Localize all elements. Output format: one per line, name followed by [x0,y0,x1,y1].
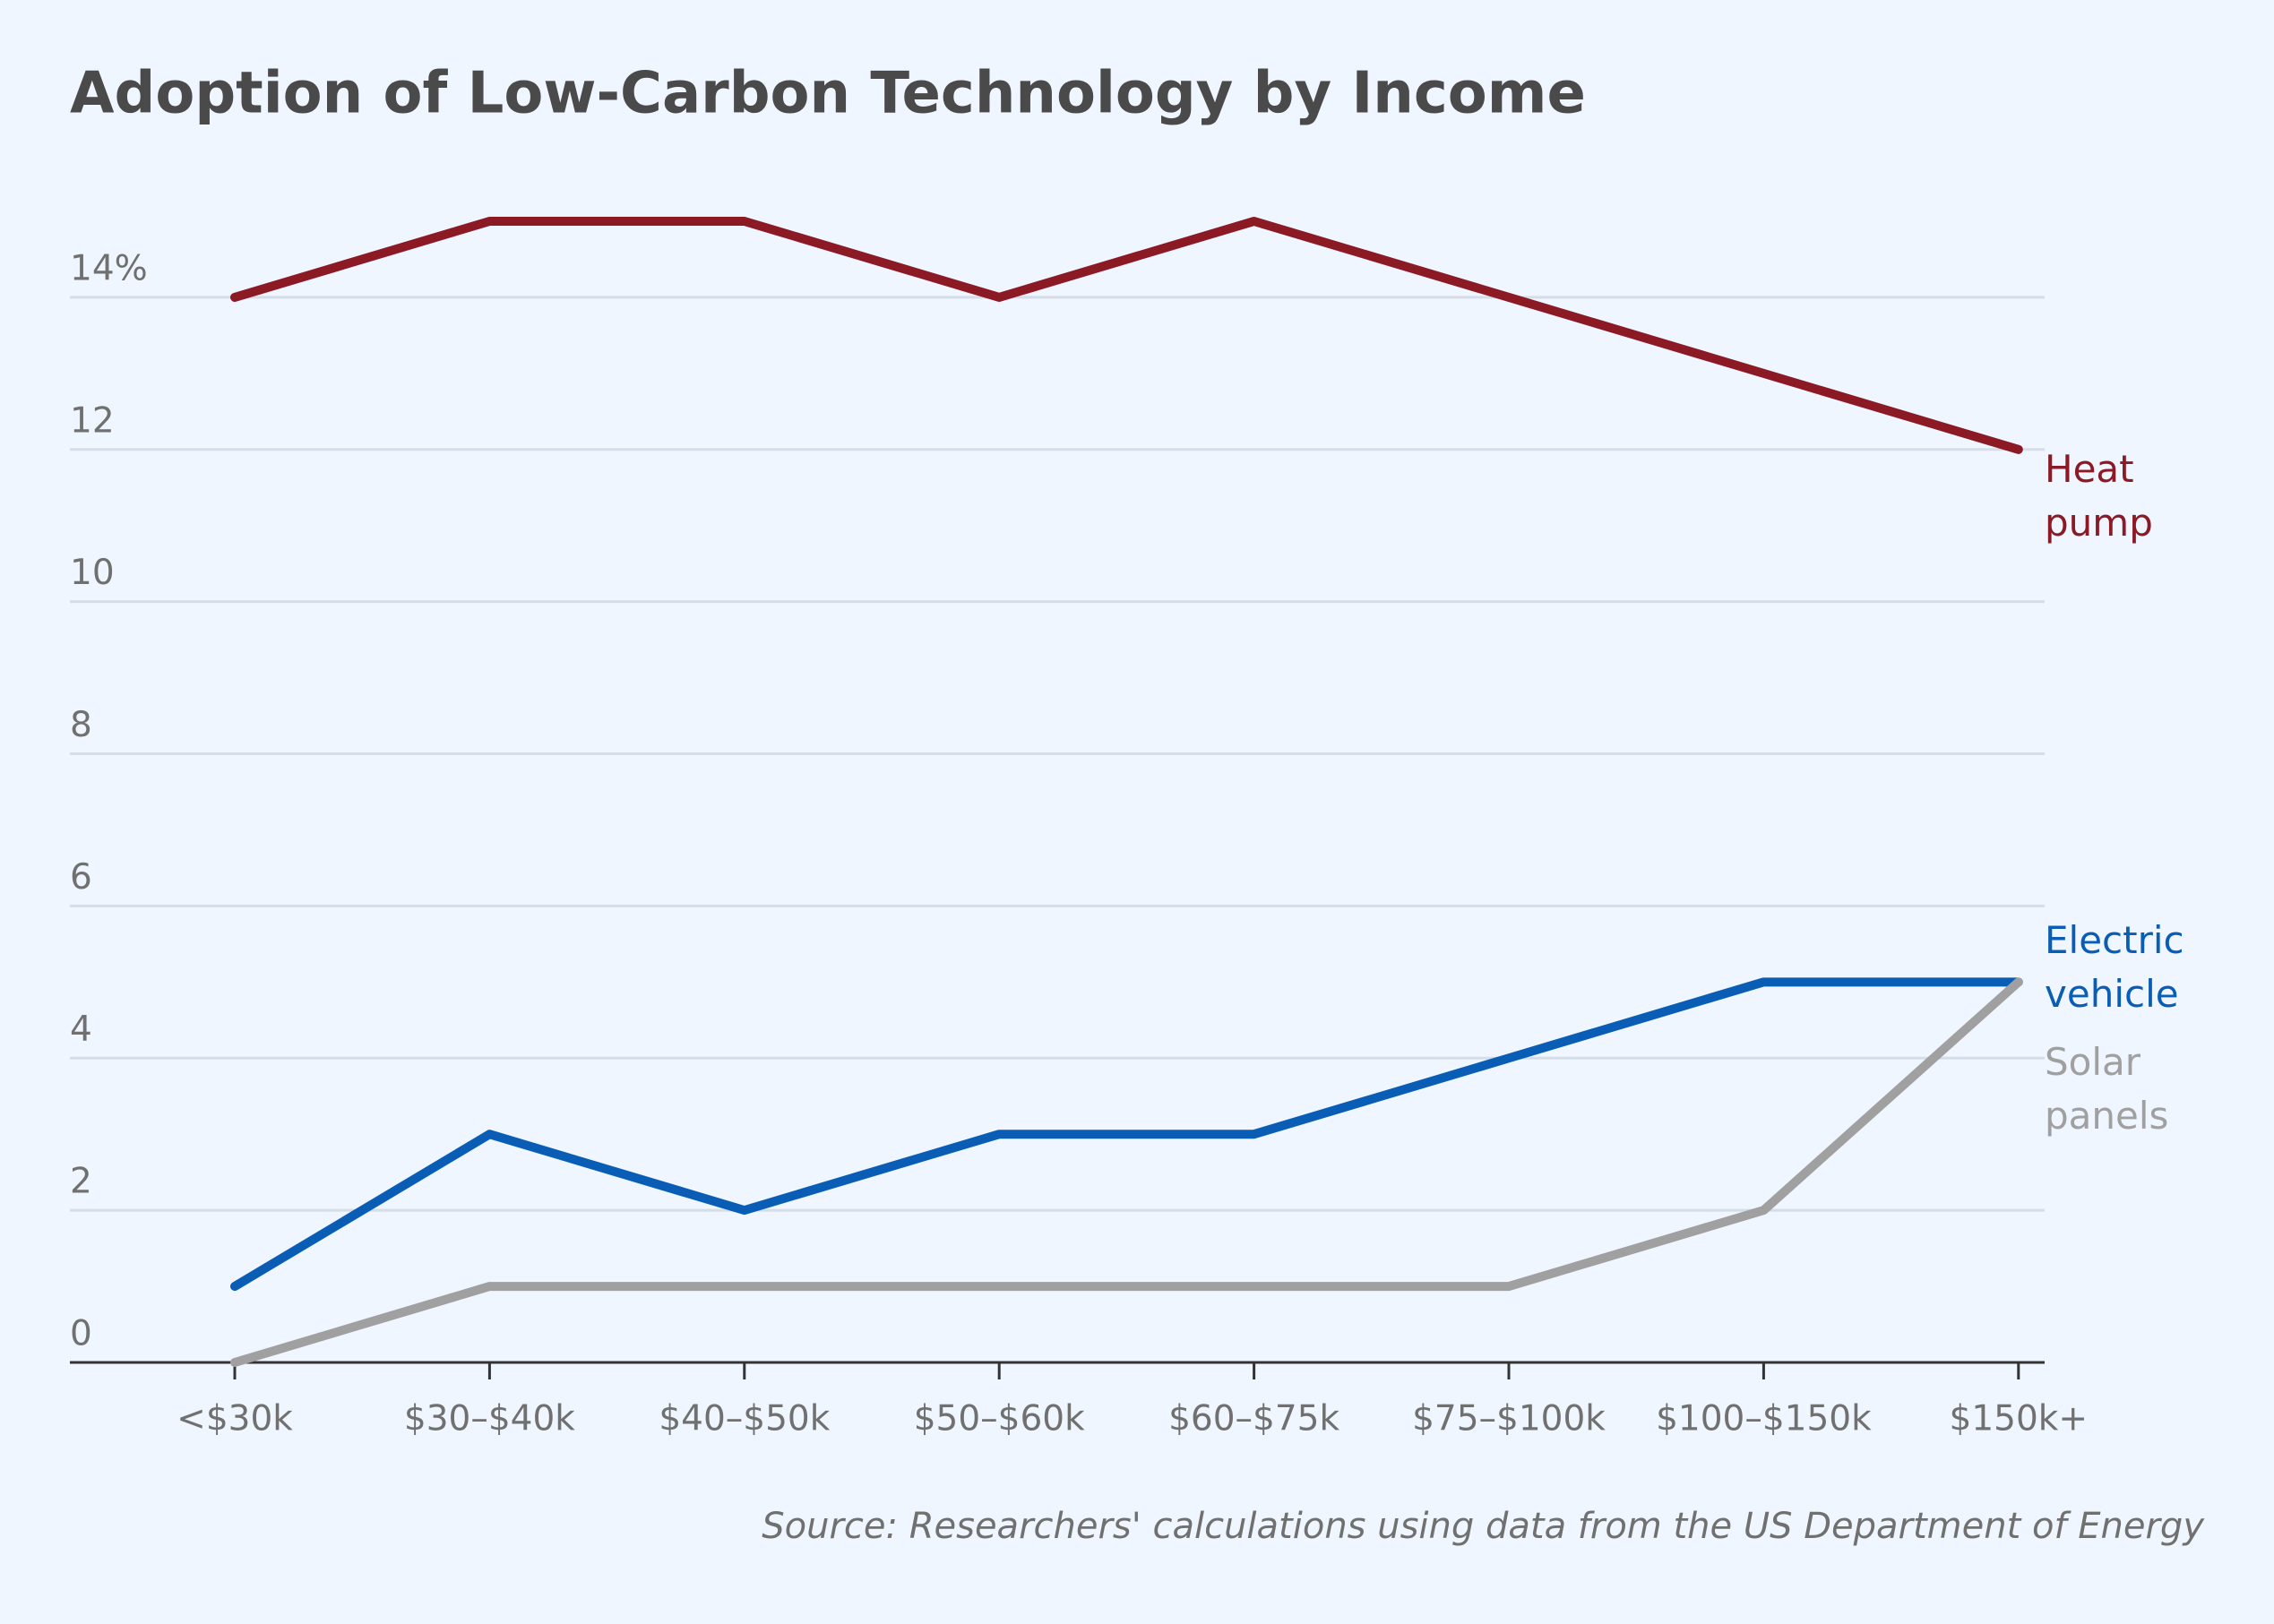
x-tick-label: $40–$50k [659,1399,830,1439]
x-tick-label: $30–$40k [404,1399,575,1439]
y-tick-label: 10 [70,553,115,593]
y-tick-label: 8 [70,705,92,745]
series-label: Solar panels [2045,1040,2169,1138]
x-tick-label: $60–$75k [1168,1399,1339,1439]
source-note: Source: Researchers' calculations using … [762,1506,2205,1547]
y-tick-label: 14% [70,248,148,288]
series-label: Heat pump [2045,447,2153,545]
x-tick-label: $100–$150k [1656,1399,1872,1439]
y-tick-label: 6 [70,857,92,898]
x-tick-label: $50–$60k [914,1399,1085,1439]
series-label: Electric vehicle [2045,918,2184,1016]
series-line [230,217,2023,454]
chart-title: Adoption of Low-Carbon Technology by Inc… [70,61,1586,127]
x-tick-label: $75–$100k [1412,1399,1606,1439]
y-tick-label: 2 [70,1162,92,1202]
y-tick-label: 0 [70,1314,92,1354]
x-tick-label: $150k+ [1950,1399,2089,1439]
y-tick-label: 4 [70,1010,92,1050]
series-line [230,977,2023,1292]
y-tick-label: 12 [70,400,115,441]
x-tick-label: <$30k [177,1399,293,1439]
series-line [230,977,2023,1367]
